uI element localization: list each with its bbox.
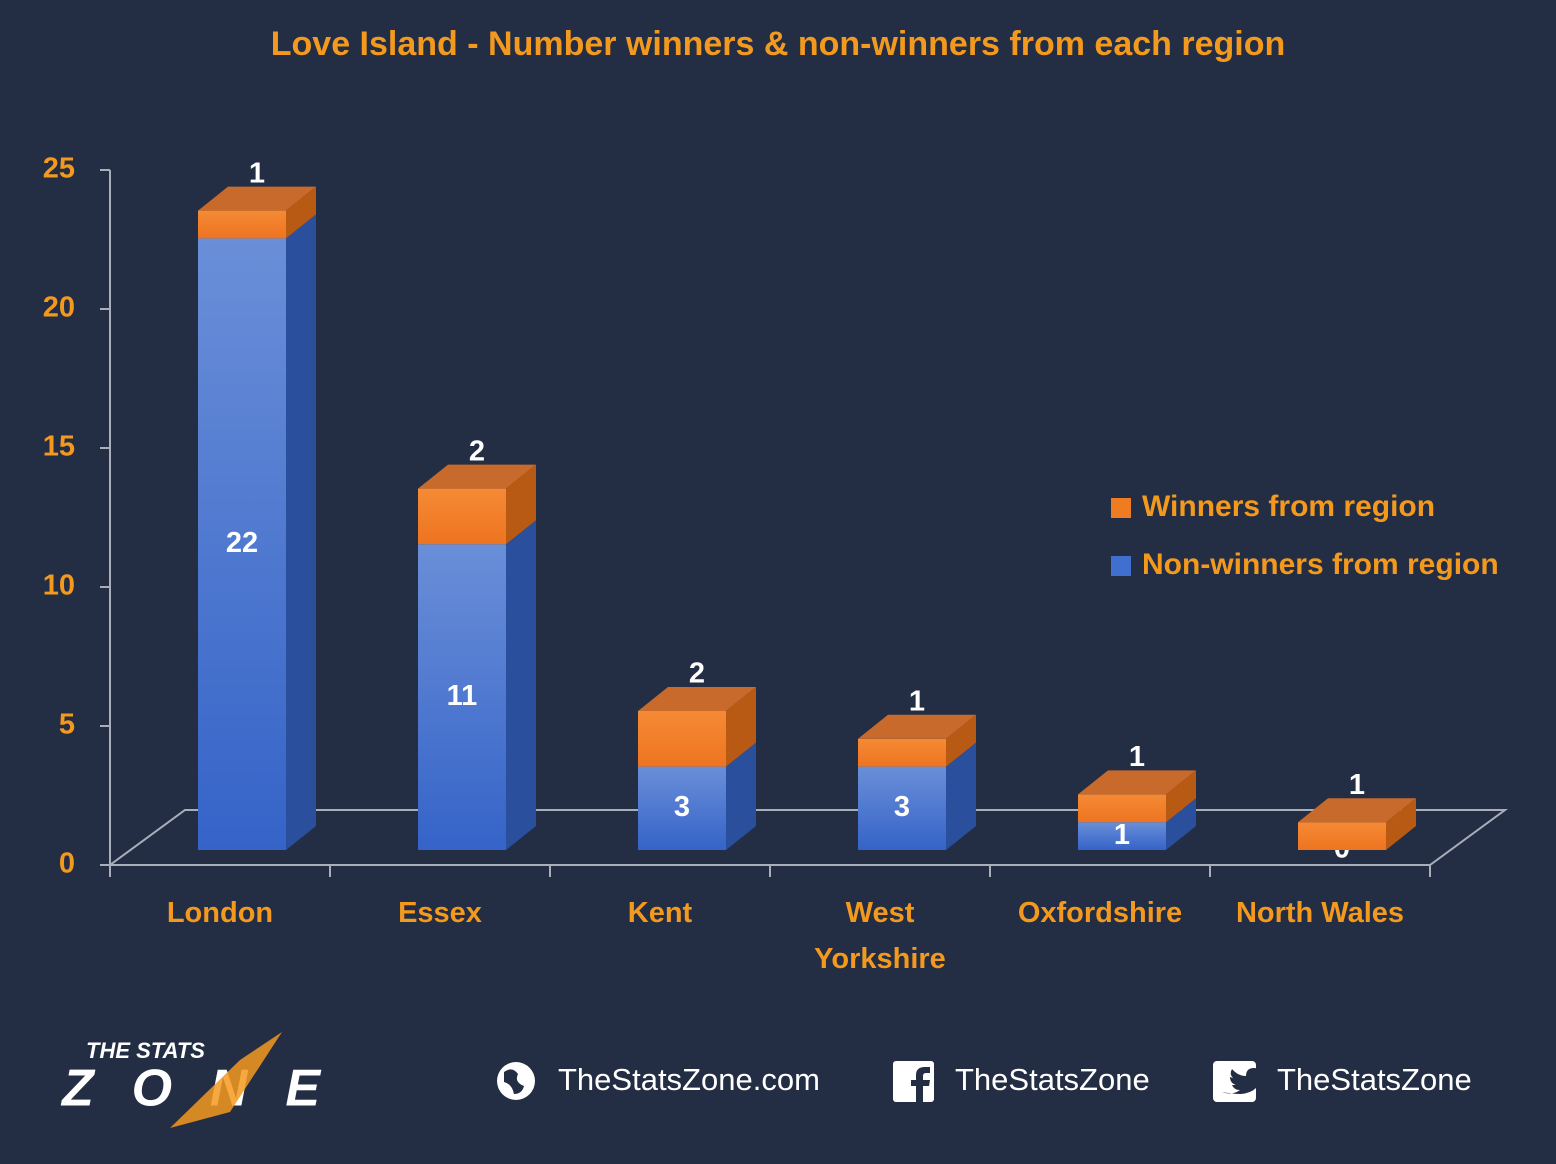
twitter-handle: TheStatsZone xyxy=(1277,1062,1472,1097)
facebook-handle: TheStatsZone xyxy=(955,1062,1150,1097)
bar-side xyxy=(286,214,316,850)
floor xyxy=(106,809,1509,866)
value-label: 1 xyxy=(1114,819,1130,851)
bar xyxy=(198,238,286,850)
bar-side xyxy=(726,687,756,767)
value-label: 22 xyxy=(226,527,258,559)
bar-side xyxy=(286,186,316,239)
bar-side xyxy=(1166,798,1196,850)
bar-top xyxy=(858,714,976,739)
x-tick-label: London xyxy=(166,897,274,929)
y-tick-label: 5 xyxy=(59,709,75,741)
bar-side xyxy=(946,742,976,850)
bar-side xyxy=(726,742,756,850)
y-tick-label: 20 xyxy=(43,292,75,324)
value-label: 3 xyxy=(894,791,910,823)
logo-swoosh xyxy=(170,1032,282,1128)
legend-label: Non-winners from region xyxy=(1142,548,1499,581)
x-tick-label: Essex xyxy=(398,897,482,929)
legend-swatch xyxy=(1111,498,1131,518)
x-tick-label: West Yorkshire xyxy=(814,897,946,975)
value-label: 3 xyxy=(674,791,690,823)
facebook-f xyxy=(911,1067,930,1102)
x-tick-label: Kent xyxy=(627,897,693,929)
logo: THE STATS ZONE xyxy=(60,1032,321,1128)
bar-side xyxy=(506,464,536,545)
bar-top xyxy=(1298,798,1416,823)
bar-top xyxy=(1078,770,1196,795)
bar xyxy=(858,766,946,850)
y-tick-label: 25 xyxy=(43,153,75,185)
bar-top xyxy=(418,464,536,489)
bar-top xyxy=(198,186,316,211)
bar xyxy=(198,210,286,239)
bar xyxy=(858,738,946,767)
y-tick-label: 10 xyxy=(43,570,75,602)
bar xyxy=(638,711,726,767)
chart-title: Love Island - Number winners & non-winne… xyxy=(271,25,1286,63)
value-label: 1 xyxy=(1349,769,1365,801)
bar xyxy=(1298,822,1386,850)
globe-land xyxy=(504,1069,524,1094)
bar xyxy=(418,544,506,850)
value-label: 1 xyxy=(249,157,265,189)
value-label: 2 xyxy=(689,658,705,690)
legend-label: Winners from region xyxy=(1142,490,1435,523)
x-tick-label: North Wales xyxy=(1235,897,1405,929)
value-label: 11 xyxy=(447,680,478,712)
y-tick-label: 15 xyxy=(43,431,75,463)
bar xyxy=(1078,794,1166,823)
bar xyxy=(418,488,506,545)
bar xyxy=(1078,822,1166,850)
bar xyxy=(638,766,726,850)
logo-top: THE STATS xyxy=(86,1038,205,1063)
bar-side xyxy=(1166,770,1196,823)
bar-top xyxy=(638,687,756,711)
bar-side xyxy=(506,520,536,850)
bar-side xyxy=(1386,798,1416,850)
value-label: 1 xyxy=(909,685,925,717)
bar-side xyxy=(946,714,976,767)
value-label: 2 xyxy=(469,435,485,467)
value-label: 1 xyxy=(1129,741,1145,773)
legend-swatch xyxy=(1111,556,1131,576)
y-tick-label: 0 xyxy=(59,848,75,880)
twitter-bird xyxy=(1222,1068,1264,1094)
x-tick-label: Oxfordshire xyxy=(1017,897,1183,929)
website: TheStatsZone.com xyxy=(558,1062,820,1097)
